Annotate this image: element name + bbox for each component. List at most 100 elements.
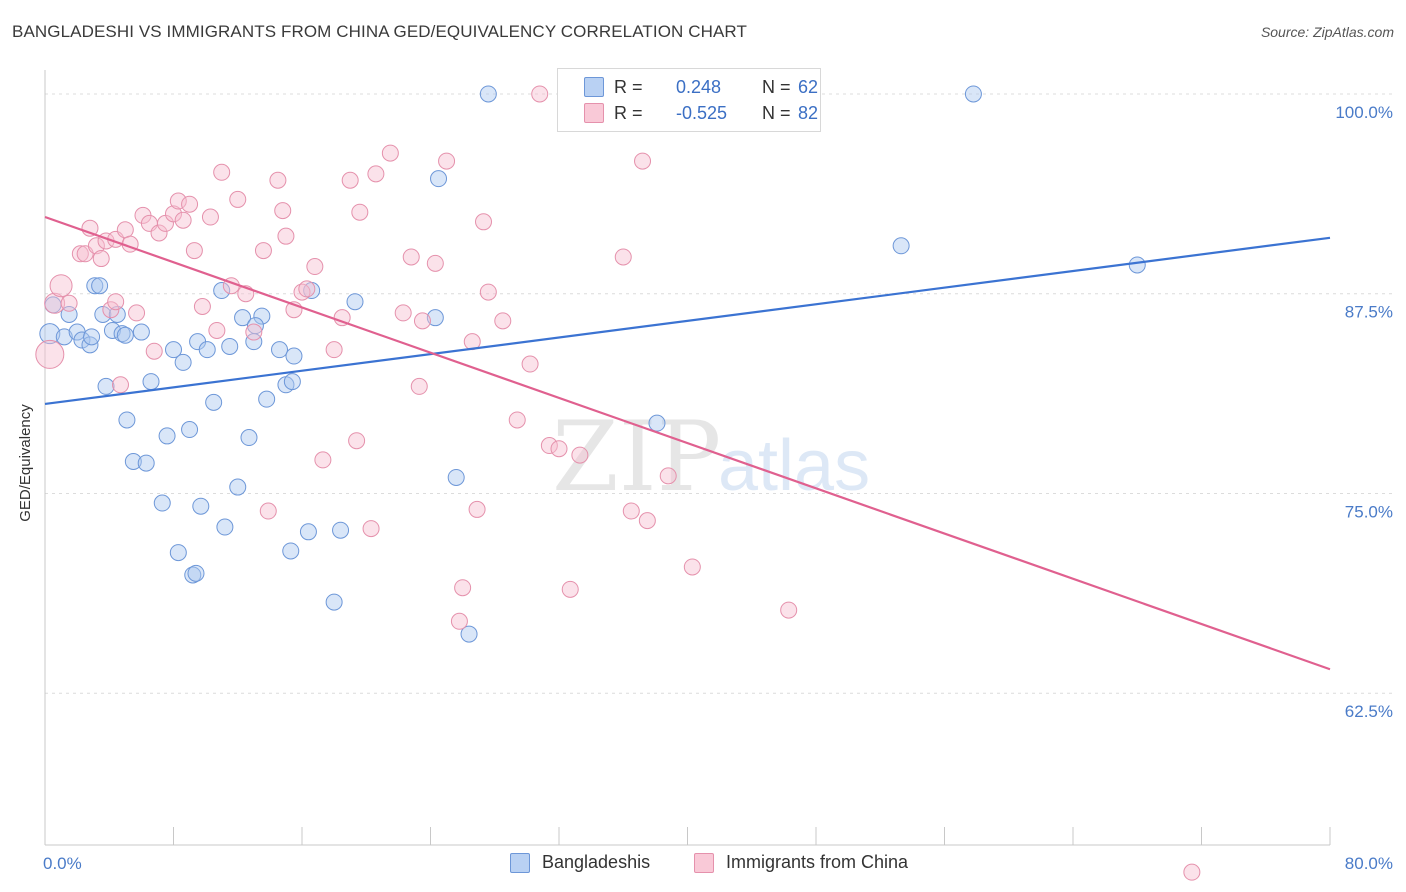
bangladeshi-point: [216, 518, 234, 536]
legend-n-label: N =: [762, 102, 791, 123]
bangladeshi-point: [234, 309, 252, 327]
bangladeshi-point: [648, 414, 666, 432]
china-point: [402, 248, 420, 266]
bangladeshi-point: [447, 468, 465, 486]
china-point: [561, 580, 579, 598]
legend-r-label: R =: [614, 76, 643, 97]
bangladeshi-point: [39, 323, 61, 345]
bangladeshi-point: [198, 341, 216, 359]
bangladeshi-point: [213, 282, 231, 300]
china-point: [174, 211, 192, 229]
china-point: [479, 283, 497, 301]
bangladeshi-point: [325, 593, 343, 611]
china-point: [494, 312, 512, 330]
china-point: [638, 512, 656, 530]
bangladeshi-point: [116, 326, 134, 344]
legend-r-value: 0.248: [676, 76, 722, 97]
china-point: [780, 601, 798, 619]
bangladeshi-point: [229, 478, 247, 496]
china-point: [128, 304, 146, 322]
china-point: [381, 144, 399, 162]
bangladeshi-point: [240, 429, 258, 447]
bangladeshi-point: [91, 277, 109, 295]
china-point: [181, 195, 199, 213]
china-point: [351, 203, 369, 221]
bangladeshi-point: [132, 323, 150, 341]
china-point: [325, 341, 343, 359]
axes: [44, 70, 1331, 846]
china-point: [150, 224, 168, 242]
bangladeshi-point: [430, 170, 448, 188]
bangladeshi-point: [253, 307, 271, 325]
legend-swatch-china: [584, 103, 604, 123]
legend-r-value: -0.525: [676, 102, 728, 123]
bangladeshi-point: [137, 454, 155, 472]
bangladeshi-point: [246, 317, 264, 335]
bangladeshi-point: [181, 421, 199, 439]
bangladeshi-point: [158, 427, 176, 445]
stats-legend: R = 0.248 N = 62 R = -0.525 N = 82: [557, 68, 821, 132]
china-point: [438, 152, 456, 170]
legend-swatch-immigrants-from-china: [694, 852, 714, 873]
y-tick-label: 75.0%: [1345, 502, 1393, 521]
bangladeshi-point: [332, 521, 350, 539]
china-point: [165, 205, 182, 223]
china-point: [274, 202, 292, 220]
china-point: [348, 432, 366, 450]
china-point: [614, 248, 632, 266]
china-point: [394, 304, 412, 322]
bangladeshi-point: [86, 277, 104, 295]
bangladeshi-points: [39, 85, 1146, 643]
bangladeshi-point: [94, 305, 112, 323]
legend-r-label: R =: [614, 102, 643, 123]
china-point: [550, 440, 568, 458]
bangladeshi-point: [299, 523, 317, 541]
bangladeshi-point: [205, 393, 223, 411]
y-tick-label: 100.0%: [1335, 103, 1393, 122]
bangladeshi-point: [964, 85, 982, 103]
china-point: [259, 502, 277, 520]
china-point: [201, 208, 219, 226]
china-point: [508, 411, 526, 429]
legend-n-value: 62: [798, 76, 819, 97]
china-point: [245, 323, 263, 341]
china-point: [107, 293, 125, 311]
china-point: [540, 437, 558, 455]
china-point: [450, 612, 468, 630]
legend-item-china: Immigrants from China: [694, 852, 908, 873]
legend-label-bangladeshis: Bangladeshis: [542, 852, 651, 872]
china-point: [367, 165, 385, 183]
bangladeshi-point: [118, 411, 136, 429]
bangladeshi-point: [83, 328, 101, 346]
watermark-zip: ZIP: [552, 401, 721, 513]
china-point: [314, 451, 332, 469]
bangladeshi-point: [346, 293, 364, 311]
bangladeshi-point: [187, 564, 205, 582]
y-axis-label: GED/Equivalency: [17, 404, 34, 522]
china-point: [35, 339, 65, 369]
bangladeshi-point: [426, 309, 444, 327]
watermark-atlas: atlas: [718, 426, 870, 506]
china-point: [475, 213, 493, 231]
legend-swatch-bangladeshis: [510, 852, 530, 873]
legend-n-label: N =: [762, 76, 791, 97]
y-tick-label: 62.5%: [1345, 702, 1393, 721]
china-point: [659, 467, 677, 485]
bangladeshi-point: [460, 625, 478, 643]
china-point: [634, 152, 652, 170]
bangladeshi-point: [97, 377, 115, 395]
china-point: [254, 242, 272, 260]
bangladeshi-point: [1128, 256, 1146, 274]
china-point: [71, 245, 89, 263]
china-point: [298, 280, 316, 298]
bangladeshi-point: [142, 373, 160, 391]
bangladeshi-point: [285, 347, 303, 365]
china-point: [145, 342, 163, 360]
china-point: [169, 192, 187, 210]
watermark: ZIP atlas: [552, 401, 870, 513]
legend-n-value: 82: [798, 102, 819, 123]
china-point: [60, 294, 78, 312]
bangladeshi-point: [169, 544, 187, 562]
china-point: [521, 355, 539, 373]
